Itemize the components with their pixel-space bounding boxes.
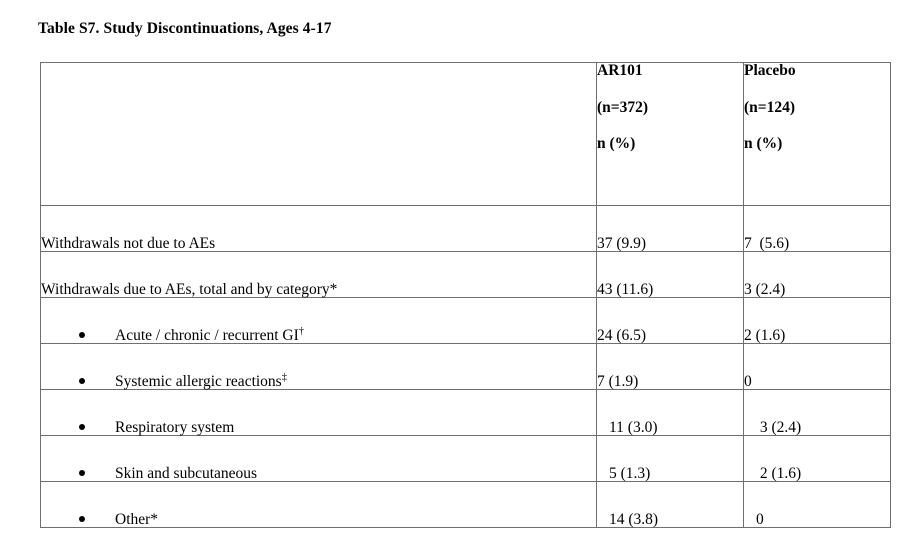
table-row: Skin and subcutaneous 5 (1.3) 2 (1.6) [40, 435, 891, 482]
bullet-icon [79, 470, 85, 477]
table-cell-placebo: 3 (2.4) [743, 251, 891, 298]
table-row-label: Acute / chronic / recurrent GI† [40, 297, 597, 344]
table-header-line: n (%) [744, 135, 783, 152]
table-header-cell-blank [40, 62, 597, 206]
table-cell-ar101: 14 (3.8) [596, 481, 744, 528]
table-row-label: Systemic allergic reactions‡ [40, 343, 597, 390]
table-cell-placebo: 2 (1.6) [743, 297, 891, 344]
bullet-icon [79, 424, 85, 431]
table-row: Respiratory system 11 (3.0) 3 (2.4) [40, 389, 891, 436]
bullet-label-text: Acute / chronic / recurrent GI [115, 326, 299, 344]
page-title: Table S7. Study Discontinuations, Ages 4… [38, 20, 332, 37]
study-discontinuations-table: AR101 (n=372) n (%) Placebo (n=124) n (%) With… [40, 62, 891, 528]
row-label-text: Withdrawals due to AEs, total and by cat… [41, 280, 338, 298]
table-header-line: n (%) [597, 135, 636, 152]
table-header-cell-ar101: AR101 (n=372) n (%) [596, 62, 744, 206]
table-cell-ar101: 37 (9.9) [596, 205, 744, 252]
table-cell-ar101: 43 (11.6) [596, 251, 744, 298]
row-label-text: Withdrawals not due to AEs [41, 234, 216, 252]
table-cell-placebo: 0 [743, 343, 891, 390]
bullet-label-text: Skin and subcutaneous [115, 464, 258, 482]
bullet-line: Systemic allergic reactions‡ [41, 371, 596, 390]
table-row: Acute / chronic / recurrent GI† 24 (6.5) 2… [40, 297, 891, 344]
bullet-line: Other* [41, 510, 596, 528]
table-cell-placebo: 7 (5.6) [743, 205, 891, 252]
table-cell-placebo: 3 (2.4) [743, 389, 891, 436]
table-row: Other* 14 (3.8) 0 [40, 481, 891, 528]
bullet-line: Acute / chronic / recurrent GI† [41, 325, 596, 344]
table-row: Withdrawals not due to AEs 37 (9.9) 7 (5.6… [40, 205, 891, 252]
table-cell-ar101: 11 (3.0) [596, 389, 744, 436]
table-cell-ar101: 7 (1.9) [596, 343, 744, 390]
table-row-label: Withdrawals due to AEs, total and by cat… [40, 251, 597, 298]
table-row-label: Respiratory system [40, 389, 597, 436]
bullet-label-text: Respiratory system [115, 418, 235, 436]
bullet-icon [79, 332, 85, 339]
table-row: Systemic allergic reactions‡ 7 (1.9) 0 [40, 343, 891, 390]
footnote-marker: † [298, 325, 305, 337]
table-cell-ar101: 5 (1.3) [596, 435, 744, 482]
table-header-line: (n=124) [744, 98, 796, 116]
bullet-line: Respiratory system [41, 418, 596, 436]
bullet-label-text: Systemic allergic reactions [115, 372, 282, 390]
table-cell-placebo: 0 [743, 481, 891, 528]
table-row-label: Skin and subcutaneous [40, 435, 597, 482]
table-header-line: AR101 [597, 62, 643, 79]
bullet-line: Skin and subcutaneous [41, 464, 596, 482]
bullet-label-text: Other* [115, 510, 159, 528]
bullet-icon [79, 378, 85, 385]
study-discontinuations-table-container: AR101 (n=372) n (%) Placebo (n=124) n (%) With… [40, 62, 891, 528]
table-row-label: Withdrawals not due to AEs [40, 205, 597, 252]
footnote-marker: ‡ [281, 371, 287, 383]
table-header-cell-placebo: Placebo (n=124) n (%) [743, 62, 891, 206]
table-header-line: (n=372) [597, 98, 649, 116]
table-row-label: Other* [40, 481, 597, 528]
table-header-row: AR101 (n=372) n (%) Placebo (n=124) n (%) [40, 62, 891, 206]
table-header-line: Placebo [744, 62, 796, 79]
table-cell-ar101: 24 (6.5) [596, 297, 744, 344]
bullet-icon [79, 516, 85, 523]
table-row: Withdrawals due to AEs, total and by cat… [40, 251, 891, 298]
table-cell-placebo: 2 (1.6) [743, 435, 891, 482]
